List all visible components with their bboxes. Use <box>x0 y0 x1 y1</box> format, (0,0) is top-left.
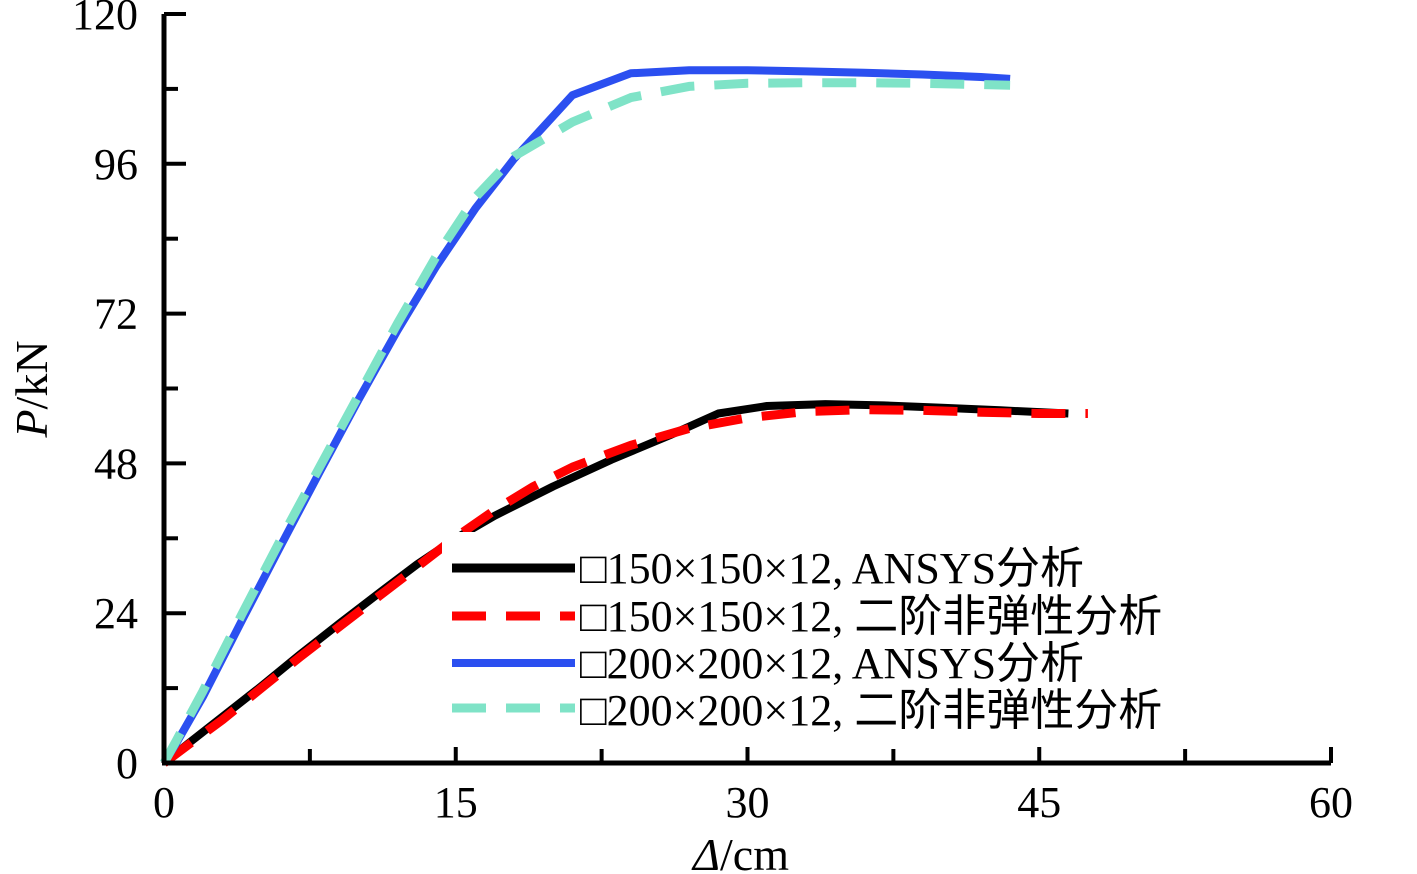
x-axis-label: Δ/cm <box>691 829 789 874</box>
y-axis-symbol: P <box>6 409 57 438</box>
y-axis-unit: /kN <box>6 340 57 409</box>
x-tick-label: 15 <box>434 778 478 827</box>
legend-entry: □150×150×12, ANSYS分析 <box>452 544 1084 593</box>
legend-label: □200×200×12, ANSYS分析 <box>580 639 1084 688</box>
series-line-2 <box>161 405 1088 767</box>
x-axis-unit: /cm <box>720 829 789 874</box>
axes <box>161 14 1331 766</box>
x-tick-label: 0 <box>153 778 175 827</box>
legend-entry: □200×200×12, 二阶非弹性分析 <box>452 686 1162 735</box>
y-axis-label: P/kN <box>6 340 57 438</box>
y-tick-label: 96 <box>94 140 138 189</box>
x-tick-label: 45 <box>1017 778 1061 827</box>
x-axis-symbol: Δ <box>691 829 720 874</box>
series-line-4 <box>160 78 1011 766</box>
legend-label: □200×200×12, 二阶非弹性分析 <box>580 686 1162 735</box>
legend-entry: □200×200×12, ANSYS分析 <box>452 639 1084 688</box>
x-tick-label: 60 <box>1309 778 1353 827</box>
y-tick-label: 48 <box>94 439 138 488</box>
y-tick-label: 24 <box>94 589 138 638</box>
y-tick-label: 120 <box>72 0 138 39</box>
x-tick-label: 30 <box>726 778 770 827</box>
tick-labels: 0 15 30 45 60 0 24 48 72 96 120 <box>72 0 1353 827</box>
legend: □150×150×12, ANSYS分析 □150×150×12, 二阶非弹性分… <box>442 532 1417 747</box>
legend-entry: □150×150×12, 二阶非弹性分析 <box>452 592 1162 641</box>
y-tick-label: 0 <box>116 739 138 788</box>
legend-label: □150×150×12, ANSYS分析 <box>580 544 1084 593</box>
legend-label: □150×150×12, 二阶非弹性分析 <box>580 592 1162 641</box>
series-lines <box>160 66 1088 767</box>
legend-background <box>442 532 1417 747</box>
y-tick-label: 72 <box>94 290 138 339</box>
